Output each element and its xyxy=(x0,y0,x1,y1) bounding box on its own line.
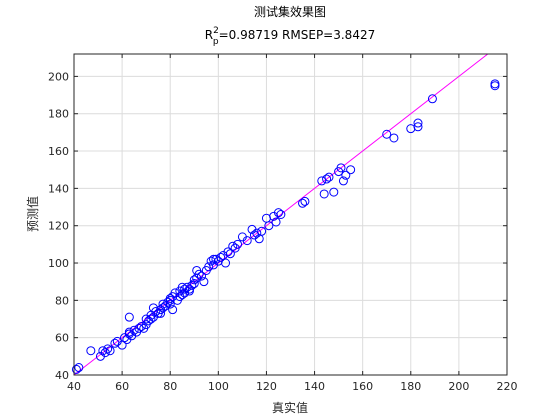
x-tick-label-5: 140 xyxy=(304,380,325,393)
x-tick-label-7: 180 xyxy=(400,380,421,393)
data-point-92 xyxy=(382,129,392,139)
data-point-105 xyxy=(192,265,202,275)
data-point-43 xyxy=(180,284,190,294)
plot-background xyxy=(74,54,507,375)
data-point-54 xyxy=(204,262,214,272)
data-point-61 xyxy=(221,258,231,268)
data-point-57 xyxy=(211,254,221,264)
data-point-91 xyxy=(346,165,356,175)
r-squared-subscript: p xyxy=(213,37,219,47)
data-point-24 xyxy=(146,314,156,324)
y-tick-label-8: 200 xyxy=(48,70,69,83)
data-point-66 xyxy=(233,239,243,249)
x-tick-label-8: 200 xyxy=(448,380,469,393)
y-tick-label-6: 160 xyxy=(48,145,69,158)
data-point-51 xyxy=(196,271,206,281)
data-point-100 xyxy=(124,312,134,322)
data-point-31 xyxy=(158,299,168,309)
data-point-93 xyxy=(389,133,399,143)
data-point-19 xyxy=(136,321,146,331)
data-point-77 xyxy=(271,217,281,227)
data-point-6 xyxy=(103,344,113,354)
data-point-47 xyxy=(189,279,199,289)
x-tick-label-9: 220 xyxy=(497,380,518,393)
data-point-4 xyxy=(98,346,108,356)
y-tick-label-2: 80 xyxy=(55,294,69,307)
data-point-81 xyxy=(300,196,310,206)
x-tick-label-3: 100 xyxy=(208,380,229,393)
data-point-62 xyxy=(223,247,233,257)
data-point-68 xyxy=(242,236,252,246)
x-tick-labels: 40 60 80 100 120 140 160 180 200 220 xyxy=(67,380,518,393)
plot-area: 40 60 80 100 120 140 160 180 200 220 40 60 80 100 120… xyxy=(48,53,518,393)
x-tick-label-6: 160 xyxy=(352,380,373,393)
data-point-83 xyxy=(319,189,329,199)
data-point-64 xyxy=(228,241,238,251)
data-point-90 xyxy=(341,170,351,180)
data-point-107 xyxy=(177,282,187,292)
y-axis-label: 预测值 xyxy=(25,196,40,232)
axes-frame xyxy=(73,53,508,376)
data-point-108 xyxy=(209,254,219,264)
data-point-73 xyxy=(257,226,267,236)
x-tick-label-1: 60 xyxy=(115,380,129,393)
y-tick-label-7: 180 xyxy=(48,108,69,121)
x-axis-label: 真实值 xyxy=(272,400,308,415)
x-tick-label-0: 40 xyxy=(67,380,81,393)
data-point-48 xyxy=(189,275,199,285)
y-tick-labels: 40 60 80 100 120 140 160 180 200 xyxy=(48,70,69,382)
data-point-0 xyxy=(71,364,81,374)
data-point-71 xyxy=(252,228,262,238)
data-point-82 xyxy=(317,176,327,186)
data-point-80 xyxy=(298,198,308,208)
metrics-text: =0.98719 RMSEP=3.8427 xyxy=(219,28,376,42)
y-tick-label-5: 140 xyxy=(48,182,69,195)
data-point-95 xyxy=(413,118,423,128)
data-point-16 xyxy=(129,325,139,335)
data-point-106 xyxy=(168,305,178,315)
r-squared-superscript: 2 xyxy=(213,26,219,36)
data-point-75 xyxy=(264,221,274,231)
data-point-84 xyxy=(322,174,332,184)
data-points xyxy=(71,79,500,374)
data-point-96 xyxy=(413,122,423,132)
data-point-101 xyxy=(148,303,158,313)
data-point-78 xyxy=(273,208,283,218)
data-point-88 xyxy=(336,163,346,173)
data-point-52 xyxy=(199,277,209,287)
y-tick-label-1: 60 xyxy=(55,332,69,345)
data-point-89 xyxy=(338,176,348,186)
data-point-97 xyxy=(427,94,437,104)
data-point-99 xyxy=(490,79,500,89)
r-squared-symbol: R xyxy=(205,28,213,42)
chart-subtitle: R2 p=0.98719 RMSEP=3.8427 xyxy=(205,26,375,47)
data-point-18 xyxy=(134,323,144,333)
chart-title: 测试集效果图 xyxy=(254,4,326,19)
data-point-7 xyxy=(105,346,115,356)
data-point-79 xyxy=(276,210,286,219)
data-point-2 xyxy=(86,346,96,356)
data-point-30 xyxy=(158,303,168,313)
y-tick-label-3: 100 xyxy=(48,257,69,270)
data-point-86 xyxy=(329,187,339,197)
data-point-1 xyxy=(74,363,84,373)
data-point-102 xyxy=(165,299,175,309)
data-point-104 xyxy=(156,308,166,318)
y-tick-label-0: 40 xyxy=(55,369,69,382)
data-point-85 xyxy=(324,172,334,182)
data-point-41 xyxy=(177,290,187,300)
x-tick-label-4: 120 xyxy=(256,380,277,393)
x-tick-label-2: 80 xyxy=(163,380,177,393)
y-tick-label-4: 120 xyxy=(48,220,69,233)
